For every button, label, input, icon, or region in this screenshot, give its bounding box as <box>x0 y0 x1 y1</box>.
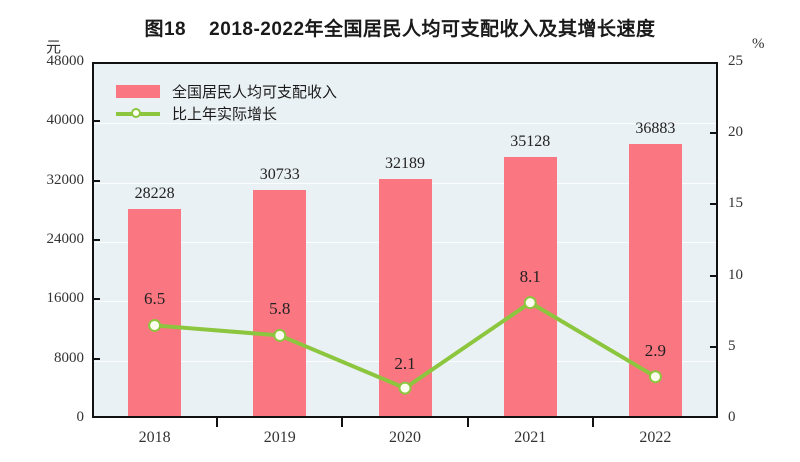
legend-bar-label: 全国居民人均可支配收入 <box>172 83 338 101</box>
bar <box>503 157 557 416</box>
bar-value-label: 28228 <box>134 184 175 202</box>
line-value-label: 5.8 <box>269 299 291 319</box>
y-axis-left-tick <box>92 298 100 301</box>
bar-value-label: 30733 <box>259 166 300 184</box>
bar-value-label: 35128 <box>510 133 551 151</box>
y-axis-left-tick <box>92 120 100 123</box>
y-axis-right-label: 5 <box>728 337 736 354</box>
line-value-label: 2.1 <box>394 354 416 374</box>
bar-value-label: 32189 <box>385 155 425 173</box>
gridline <box>94 123 716 125</box>
y-axis-right-tick <box>710 132 718 135</box>
x-axis-label: 2022 <box>639 429 672 446</box>
legend-line-label: 比上年实际增长 <box>172 105 278 123</box>
legend-bar-swatch-icon <box>116 84 160 98</box>
bar <box>253 190 307 416</box>
y-axis-left-tick <box>92 179 100 182</box>
line-marker <box>148 318 162 332</box>
bar-value-label: 36883 <box>635 120 676 138</box>
y-axis-left-label: 48000 <box>46 53 85 69</box>
x-axis-label: 2018 <box>138 429 171 446</box>
x-axis-tick <box>341 418 344 427</box>
x-axis-label: 2020 <box>389 429 421 446</box>
y-axis-right-label: 10 <box>728 266 743 283</box>
legend: 全国居民人均可支配收入 比上年实际增长 <box>116 80 337 124</box>
line-value-label: 8.1 <box>519 266 541 286</box>
x-axis-label: 2019 <box>263 429 296 446</box>
x-axis-tick <box>591 418 594 427</box>
bar <box>128 208 182 416</box>
legend-item-line: 比上年实际增长 <box>116 102 337 124</box>
line-value-label: 2.9 <box>644 340 667 360</box>
line-value-label: 6.5 <box>143 289 166 309</box>
line-path <box>154 300 657 391</box>
y-axis-right-tick <box>710 203 718 206</box>
y-axis-left-label: 16000 <box>46 290 85 307</box>
y-axis-left-label: 32000 <box>46 171 85 188</box>
x-axis-tick <box>466 418 469 427</box>
left-axis-unit-label: 元 <box>46 40 62 56</box>
line-marker <box>523 296 537 310</box>
y-axis-left-label: 24000 <box>46 231 85 247</box>
line-marker <box>273 328 287 342</box>
x-axis-tick <box>216 418 219 427</box>
x-axis-label: 2021 <box>514 429 547 446</box>
line-marker <box>648 370 662 384</box>
right-axis-unit-label: % <box>752 36 765 52</box>
legend-item-bar: 全国居民人均可支配收入 <box>116 80 337 102</box>
y-axis-left-label: 40000 <box>46 112 85 129</box>
line-series <box>148 296 662 395</box>
y-axis-left-label: 0 <box>76 409 85 425</box>
line-marker <box>398 381 412 395</box>
y-axis-left-tick <box>92 357 100 360</box>
chart-title: 图18 2018-2022年全国居民人均可支配收入及其增长速度 <box>144 19 656 40</box>
legend-line-swatch-icon <box>116 107 160 120</box>
y-axis-right-label: 20 <box>728 124 743 141</box>
y-axis-left-label: 8000 <box>54 349 84 366</box>
y-axis-left-tick <box>92 239 100 241</box>
y-axis-right-label: 25 <box>728 53 743 69</box>
y-axis-right-tick <box>710 274 718 277</box>
y-axis-right-tick <box>710 345 718 348</box>
y-axis-right-label: 15 <box>728 195 743 212</box>
y-axis-right-label: 0 <box>728 409 736 425</box>
